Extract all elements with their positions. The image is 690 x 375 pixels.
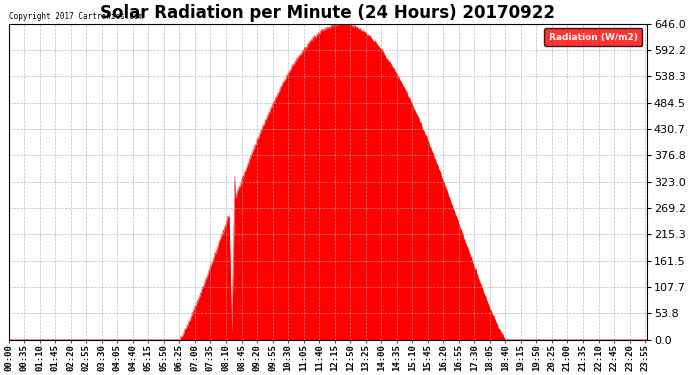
Legend: Radiation (W/m2): Radiation (W/m2) [544, 28, 642, 46]
Text: Copyright 2017 Cartronics.com: Copyright 2017 Cartronics.com [9, 12, 143, 21]
Title: Solar Radiation per Minute (24 Hours) 20170922: Solar Radiation per Minute (24 Hours) 20… [100, 4, 555, 22]
